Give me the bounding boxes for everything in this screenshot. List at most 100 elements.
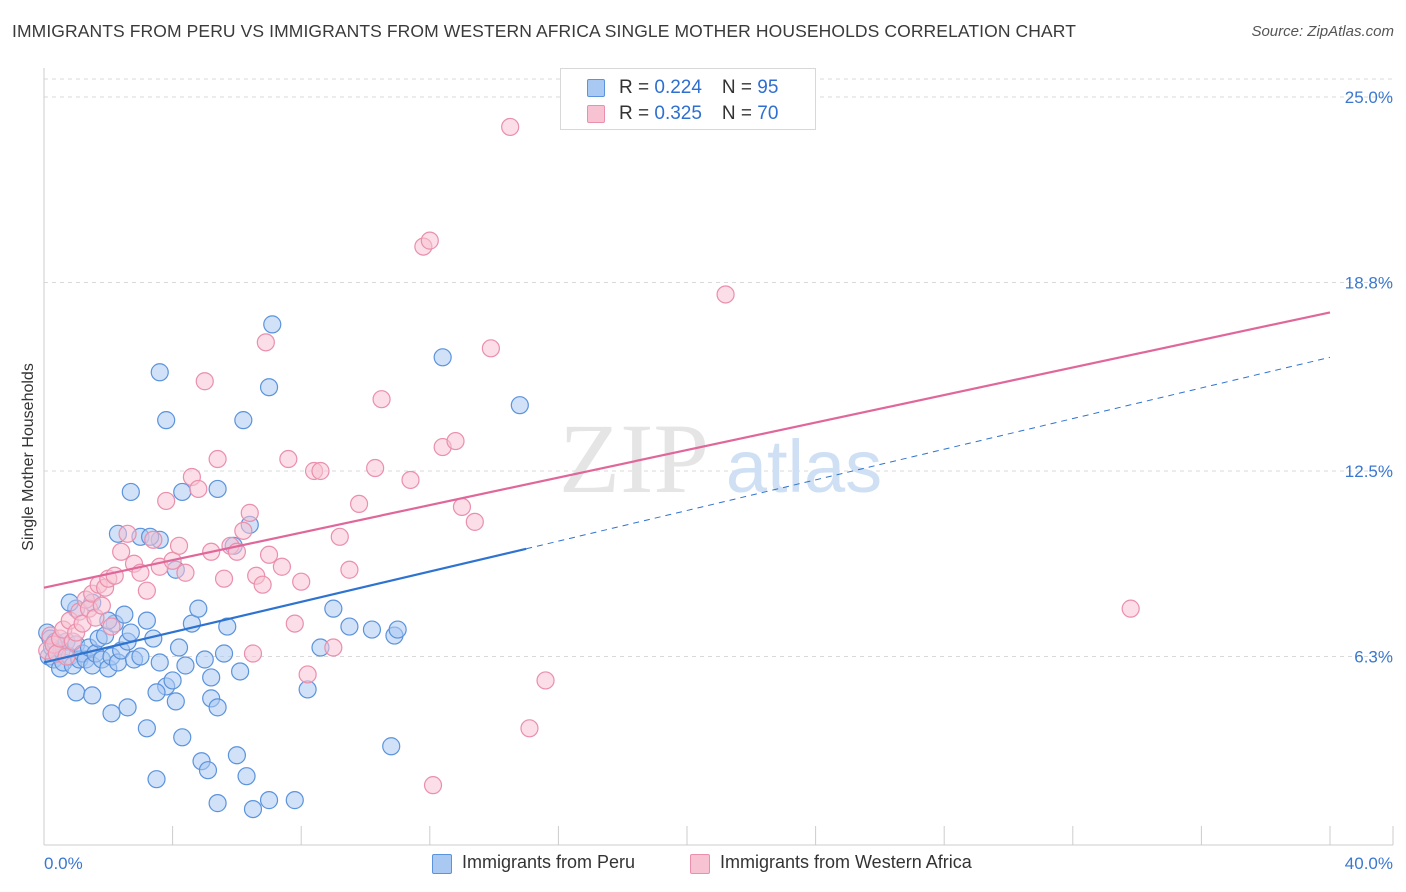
data-point-western-africa [240, 503, 259, 522]
data-point-peru [115, 605, 134, 624]
r-label: R = [619, 77, 655, 98]
data-point-peru [208, 698, 227, 717]
n-label: N = [721, 103, 758, 124]
data-point-western-africa [169, 536, 189, 555]
data-point-western-africa [481, 339, 500, 358]
data-point-peru [382, 737, 401, 756]
data-point-peru [131, 647, 150, 666]
data-point-peru [173, 728, 192, 747]
data-point-western-africa [208, 449, 227, 469]
data-point-peru [234, 411, 253, 430]
watermark-zip: ZIP [559, 403, 709, 514]
data-point-peru [147, 683, 166, 702]
y-tick-label: 6.3% [1354, 648, 1393, 667]
tick-labels: 6.3% 12.5% 18.8% 25.0% 0.0% 40.0% [44, 88, 1393, 873]
data-point-peru [208, 479, 227, 499]
data-point-peru [259, 791, 279, 810]
watermark: ZIP atlas [559, 403, 882, 514]
axes [43, 68, 1394, 846]
n-value-peru: 95 [757, 77, 779, 98]
data-point-western-africa [298, 665, 317, 684]
data-point-peru [67, 683, 86, 702]
data-point-western-africa [501, 117, 520, 137]
data-point-peru [169, 638, 189, 657]
data-point-western-africa [144, 530, 163, 549]
data-point-western-africa [536, 671, 555, 690]
data-point-western-africa [324, 638, 343, 657]
data-point-western-africa [716, 285, 735, 304]
y-tick-label: 25.0% [1345, 88, 1393, 107]
data-point-peru [202, 668, 221, 687]
data-point-peru [163, 671, 182, 690]
data-point-western-africa [452, 497, 472, 517]
data-point-peru [157, 411, 176, 430]
legend-swatch-peru [587, 79, 605, 97]
data-point-western-africa [311, 461, 330, 481]
data-point-peru [189, 599, 208, 618]
r-label: R = [619, 103, 655, 124]
data-point-western-africa [112, 542, 131, 561]
data-point-peru [150, 363, 169, 382]
trend-lines [43, 311, 1331, 664]
data-point-western-africa [92, 596, 111, 615]
y-tick-label: 18.8% [1345, 274, 1393, 293]
y-tick-label: 12.5% [1345, 462, 1393, 481]
data-point-peru [237, 767, 256, 786]
data-point-western-africa [176, 563, 195, 582]
data-point-western-africa [372, 390, 391, 409]
data-point-western-africa [243, 644, 263, 663]
legend-swatch-western-africa [690, 854, 710, 874]
data-point-peru [340, 617, 359, 636]
data-point-western-africa [446, 431, 465, 451]
n-value-western-africa: 70 [757, 103, 779, 124]
data-point-peru [259, 378, 279, 397]
correlation-legend: R = 0.224 N = 95 R = 0.325 N = 70 [560, 68, 816, 130]
data-point-western-africa [520, 719, 539, 738]
data-point-western-africa [259, 545, 279, 564]
data-point-western-africa [105, 566, 124, 585]
data-point-western-africa [118, 524, 137, 543]
data-point-peru [362, 620, 382, 639]
data-point-western-africa [292, 572, 311, 591]
x-tick-label: 0.0% [44, 854, 83, 873]
x-tick-label: 40.0% [1345, 854, 1393, 873]
data-point-peru [118, 698, 137, 717]
data-point-western-africa [340, 560, 359, 579]
data-point-peru [173, 482, 192, 502]
data-point-western-africa [423, 776, 443, 795]
data-point-peru [227, 746, 246, 765]
data-point-peru [263, 315, 282, 334]
watermark-atlas: atlas [726, 425, 882, 508]
data-point-western-africa [279, 449, 298, 469]
data-point-western-africa [234, 521, 253, 540]
n-label: N = [721, 77, 758, 98]
data-point-peru [137, 719, 156, 738]
trend-line-western-africa [43, 311, 1331, 589]
data-point-peru [208, 794, 227, 813]
trend-line-peru-extrapolated [526, 356, 1331, 550]
data-point-peru [285, 791, 304, 810]
data-point-peru [388, 620, 407, 639]
data-point-peru [324, 599, 343, 618]
source-label: Source: ZipAtlas.com [1251, 23, 1394, 40]
data-point-western-africa [137, 581, 156, 600]
data-point-western-africa [256, 333, 275, 352]
data-point-peru [137, 611, 156, 630]
data-point-peru [198, 761, 218, 780]
data-point-western-africa [1121, 599, 1140, 618]
data-point-peru [147, 770, 166, 789]
data-point-western-africa [272, 557, 292, 576]
data-point-peru [195, 650, 214, 669]
data-point-western-africa [253, 575, 272, 594]
data-point-peru [166, 692, 185, 711]
legend-swatch-peru [432, 854, 452, 874]
trend-line-peru [43, 547, 527, 664]
data-point-peru [121, 482, 140, 502]
data-point-peru [121, 623, 140, 642]
data-point-western-africa [102, 617, 121, 636]
legend-swatch-western-africa [587, 105, 605, 123]
data-point-western-africa [285, 614, 304, 633]
data-point-peru [150, 653, 169, 672]
legend-label-western-africa: Immigrants from Western Africa [720, 852, 972, 872]
